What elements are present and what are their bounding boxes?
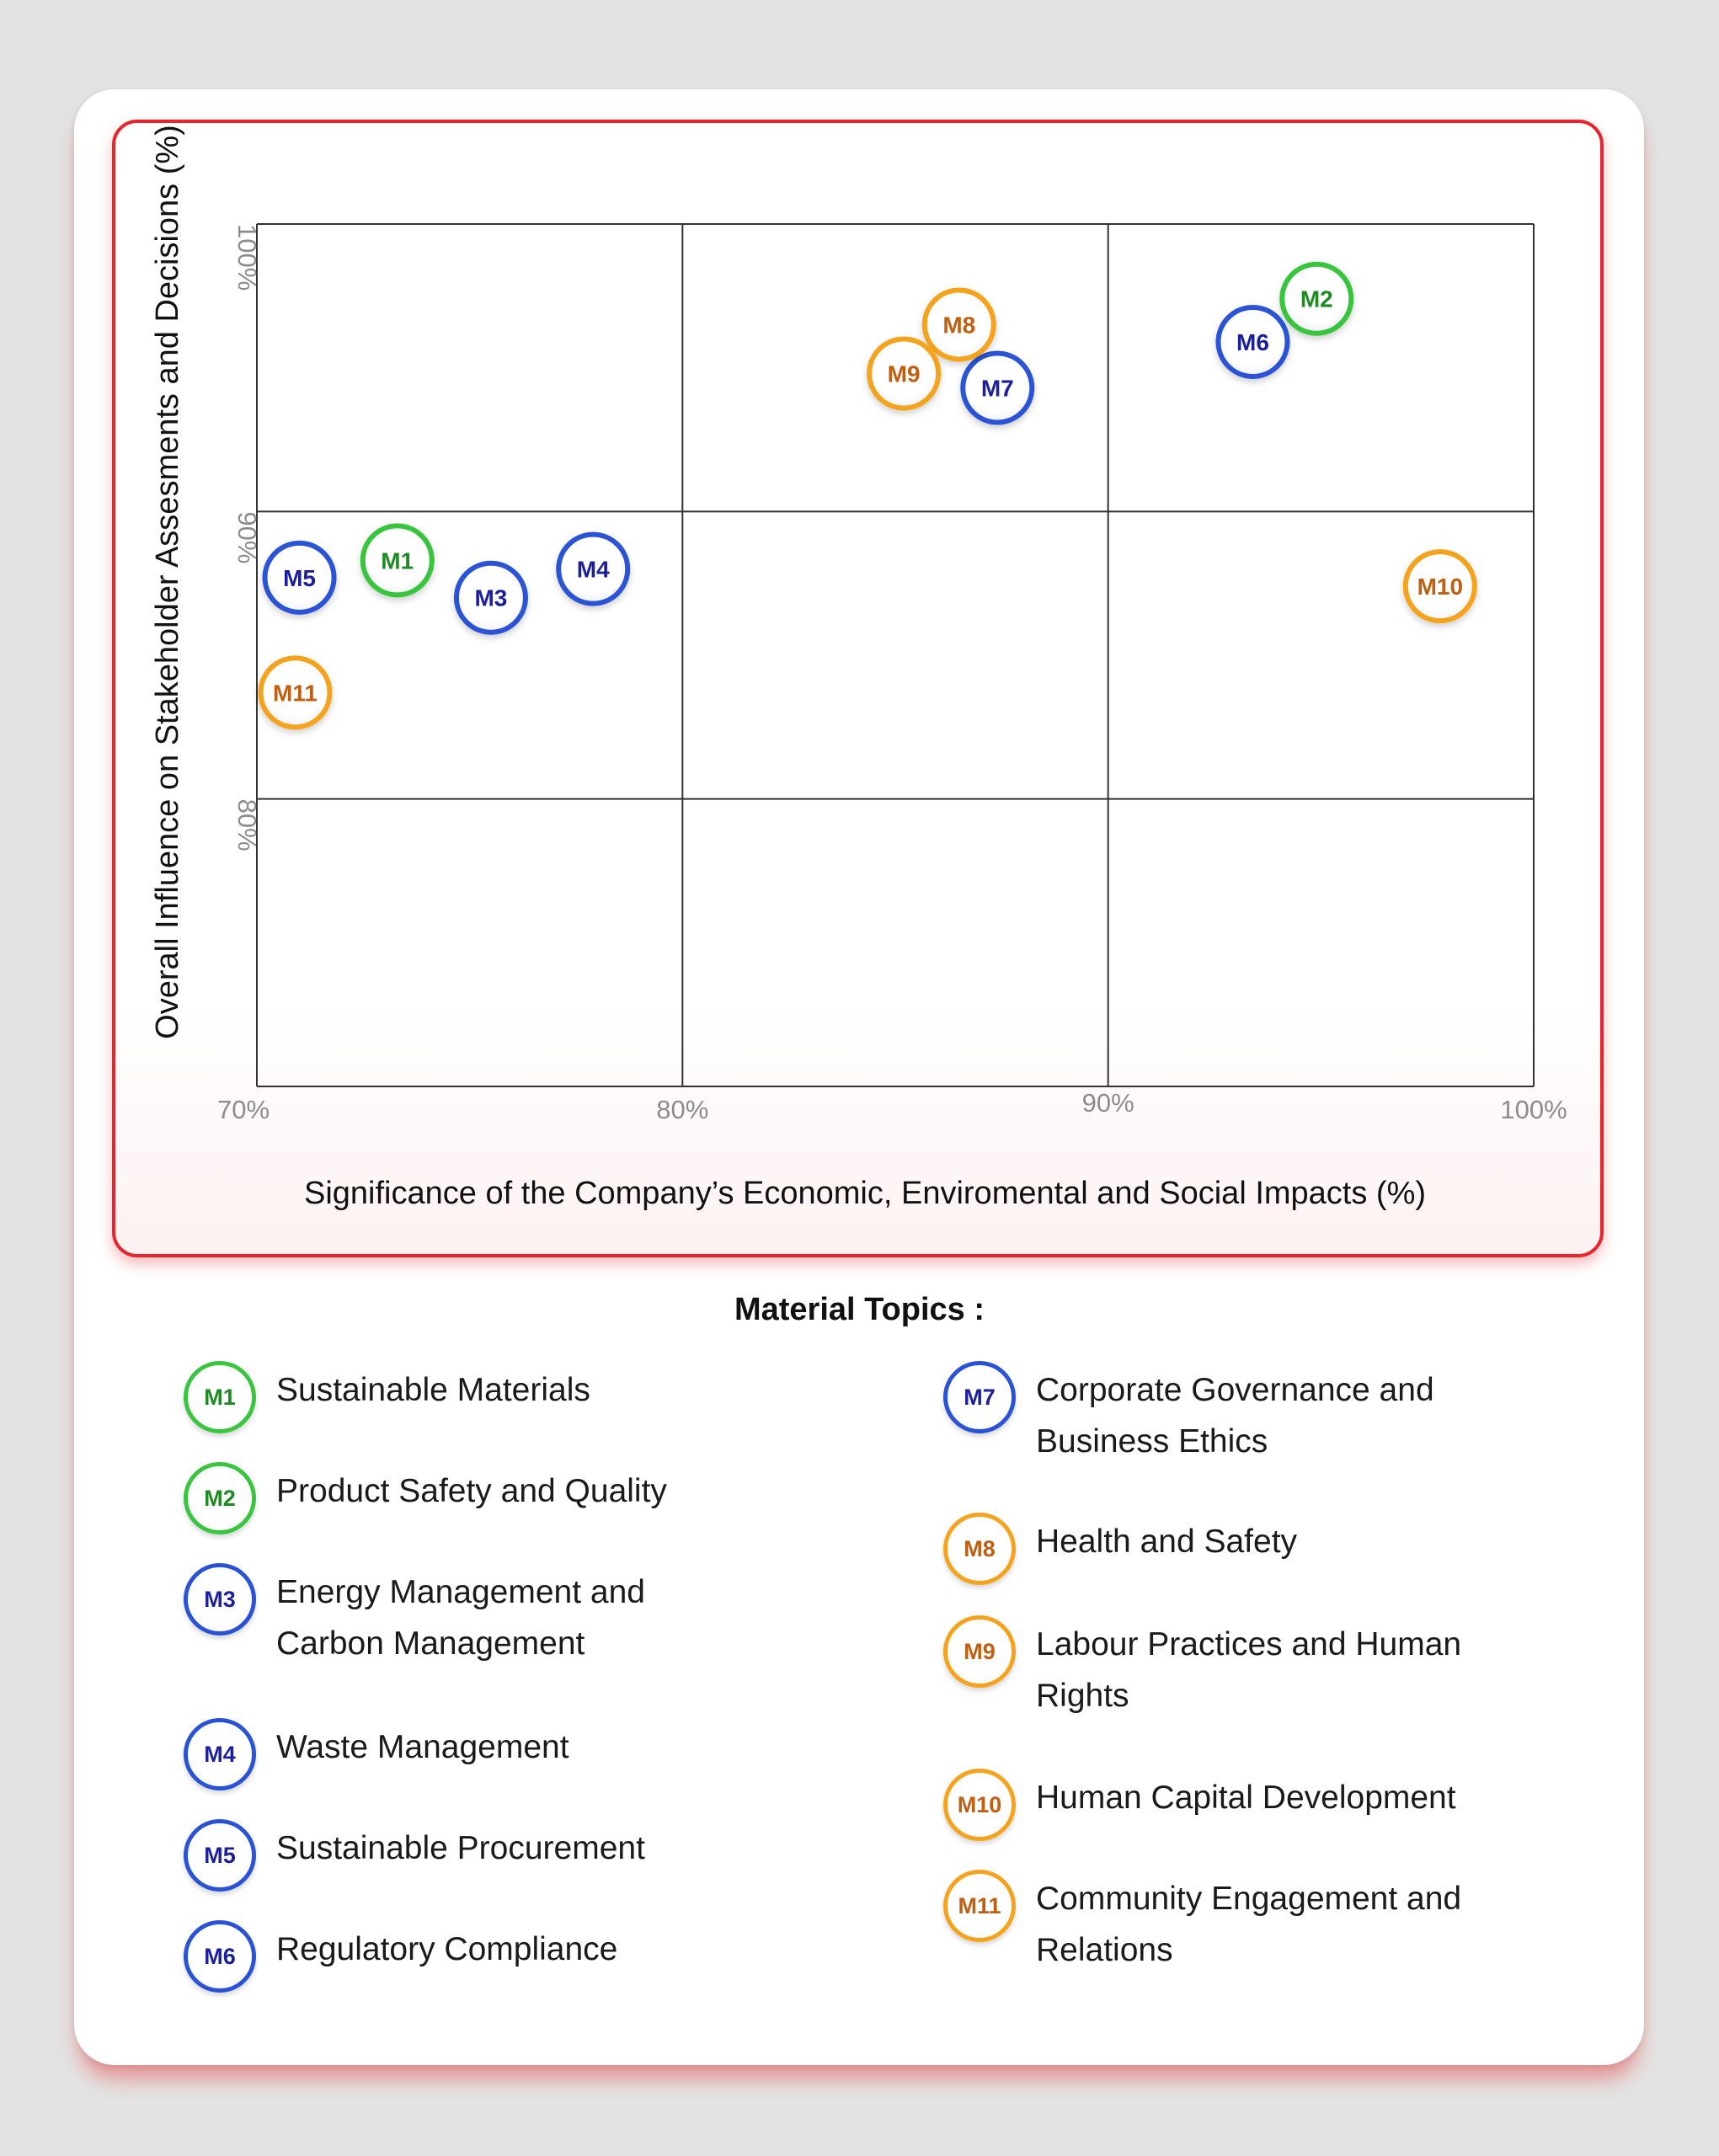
legend-item-m4: M4 Waste Management — [184, 1718, 857, 1819]
x-tick-label: 100% — [1500, 1095, 1567, 1124]
legend-label: Human Capital Development — [1036, 1780, 1456, 1816]
legend-badge: M3 — [184, 1563, 256, 1636]
legend-badge: M1 — [184, 1361, 256, 1433]
data-point-m9: M9 — [867, 336, 942, 411]
data-point-label: M10 — [1417, 574, 1463, 600]
legend-item-m7: M7 Corporate Governance and Business Ethi… — [943, 1361, 1617, 1462]
data-point-label: M11 — [273, 680, 318, 706]
data-point-label: M4 — [577, 557, 610, 583]
legend-item-m10: M10 Human Capital Development — [943, 1769, 1617, 1870]
y-tick-label: 90% — [232, 511, 262, 563]
data-point-label: M7 — [981, 376, 1014, 402]
data-point-m10: M10 — [1402, 549, 1477, 624]
legend-label: Sustainable Materials — [276, 1372, 590, 1408]
x-tick-label: 90% — [1082, 1088, 1134, 1118]
data-point-label: M9 — [888, 360, 921, 387]
legend-badge: M10 — [943, 1769, 1016, 1841]
data-point-circle — [921, 287, 996, 362]
y-tick-label: 100% — [232, 224, 262, 291]
legend-badge: M7 — [943, 1361, 1016, 1433]
x-tick-label: 80% — [656, 1095, 708, 1124]
legend-item-m6: M6 Regulatory Compliance — [184, 1920, 857, 2021]
chart-data-points: M1 M2 M3 M4 M5 M6 M7 M8 M9 M10 M11 — [258, 261, 1477, 730]
data-point-label: M1 — [381, 547, 414, 574]
data-point-m2: M2 — [1279, 261, 1354, 336]
legend-item-m9: M9 Labour Practices and Human Rights — [943, 1615, 1617, 1716]
legend-badge: M8 — [943, 1513, 1016, 1585]
legend-title: Material Topics : — [734, 1292, 985, 1327]
data-point-label: M5 — [283, 565, 316, 591]
chart-tick-labels: 70% 80% 90% 100% 80% 90% 100% — [217, 224, 1567, 1124]
legend-item-m2: M2 Product Safety and Quality — [184, 1462, 857, 1563]
legend-badge: M5 — [184, 1819, 256, 1892]
data-point-m1: M1 — [360, 523, 435, 598]
y-tick-label: 80% — [232, 799, 262, 851]
legend-label: Health and Safety — [1036, 1524, 1298, 1560]
legend-item-m5: M5 Sustainable Procurement — [184, 1819, 857, 1920]
y-axis-label: Overall Influence on Stakeholder Assesme… — [150, 125, 185, 1039]
data-point-m4: M4 — [556, 531, 631, 606]
legend-badge: M9 — [943, 1615, 1016, 1688]
chart-gridlines — [256, 223, 1535, 1087]
data-point-circle — [1215, 304, 1290, 379]
x-tick-label: 70% — [217, 1095, 270, 1124]
data-point-m11: M11 — [258, 655, 333, 730]
data-point-m5: M5 — [262, 540, 337, 615]
legend-label: Product Safety and Quality — [276, 1473, 667, 1509]
legend-label: Sustainable Procurement — [276, 1830, 645, 1866]
data-point-label: M3 — [474, 585, 507, 611]
data-point-circle — [258, 655, 333, 730]
data-point-circle — [867, 336, 942, 411]
data-point-m7: M7 — [960, 350, 1035, 425]
legend-label: Energy Management and Carbon Management — [276, 1574, 645, 1662]
data-point-label: M6 — [1236, 329, 1269, 355]
materiality-matrix-chart: 70% 80% 90% 100% 80% 90% 100% M1 M2 M3 M4 M5 M6 M7 M8… — [150, 125, 1567, 1211]
chart-panel: 70% 80% 90% 100% 80% 90% 100% M1 M2 M3 M4 M5 M6 M7 M8… — [112, 120, 1604, 1257]
data-point-m8: M8 — [921, 287, 996, 362]
data-point-m6: M6 — [1215, 304, 1290, 379]
data-point-label: M8 — [942, 312, 975, 338]
legend-label: Waste Management — [276, 1729, 569, 1765]
data-point-circle — [262, 540, 337, 615]
legend-item-m3: M3 Energy Management and Carbon Managemen… — [184, 1563, 857, 1664]
legend-badge: M4 — [184, 1718, 256, 1790]
legend-item-m8: M8 Health and Safety — [943, 1513, 1617, 1614]
legend-item-m1: M1 Sustainable Materials — [184, 1361, 857, 1462]
legend-label: Community Engagement and Relations — [1036, 1881, 1462, 1968]
legend-badge: M11 — [943, 1870, 1016, 1942]
legend-badge: M2 — [184, 1462, 256, 1534]
data-point-circle — [556, 531, 631, 606]
legend-label: Labour Practices and Human Rights — [1036, 1626, 1462, 1714]
data-point-circle — [453, 560, 528, 635]
legend-label: Regulatory Compliance — [276, 1931, 618, 1967]
data-point-circle — [1402, 549, 1477, 624]
legend-label: Corporate Governance and Business Ethics — [1036, 1372, 1434, 1460]
legend-item-m11: M11 Community Engagement and Relations — [943, 1870, 1617, 1971]
data-point-circle — [960, 350, 1035, 425]
data-point-circle — [1279, 261, 1354, 336]
legend-badge: M6 — [184, 1920, 256, 1993]
data-point-label: M2 — [1300, 286, 1333, 312]
data-point-m3: M3 — [453, 560, 528, 635]
x-axis-label: Significance of the Company’s Economic, … — [304, 1176, 1426, 1211]
data-point-circle — [360, 523, 435, 598]
